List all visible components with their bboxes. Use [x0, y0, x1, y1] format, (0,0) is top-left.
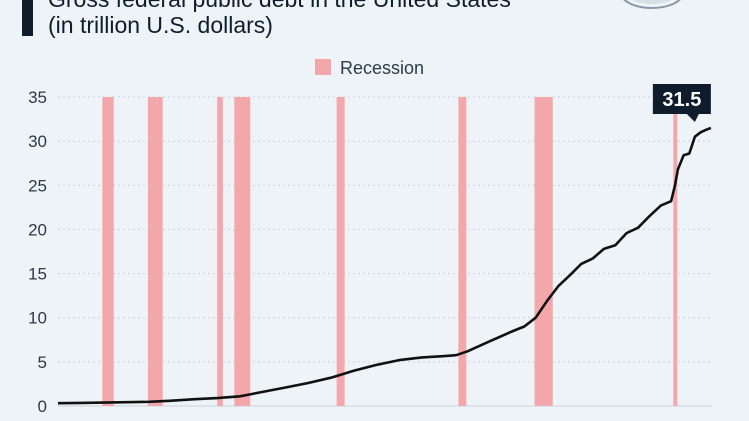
recession-band [217, 97, 223, 406]
recession-band [458, 97, 467, 406]
chart-title: Gross federal public debt in the United … [48, 0, 511, 13]
legend-swatch-recession [315, 59, 331, 75]
y-tick-label: 15 [28, 265, 47, 284]
value-callout-pointer [686, 114, 699, 122]
y-tick-label: 20 [28, 220, 47, 239]
y-tick-label: 10 [28, 309, 47, 328]
recession-band [673, 97, 678, 406]
y-tick-label: 35 [28, 88, 47, 107]
recession-band [336, 97, 345, 406]
y-tick-label: 5 [38, 353, 47, 372]
recession-band [147, 97, 163, 406]
recession-band [102, 97, 114, 406]
value-callout-box [652, 84, 711, 114]
title-accent-bar [22, 0, 33, 36]
y-tick-label: 25 [28, 176, 47, 195]
brand-logo-icon [623, 0, 681, 9]
legend-label-recession: Recession [340, 58, 424, 78]
recession-band [234, 97, 251, 406]
chart-subtitle: (in trillion U.S. dollars) [48, 12, 273, 38]
debt-series-line [57, 126, 712, 405]
y-tick-label: 30 [28, 132, 47, 151]
recession-band [534, 97, 553, 406]
y-tick-label: 0 [38, 397, 47, 416]
value-callout-label: 31.5 [662, 89, 701, 111]
